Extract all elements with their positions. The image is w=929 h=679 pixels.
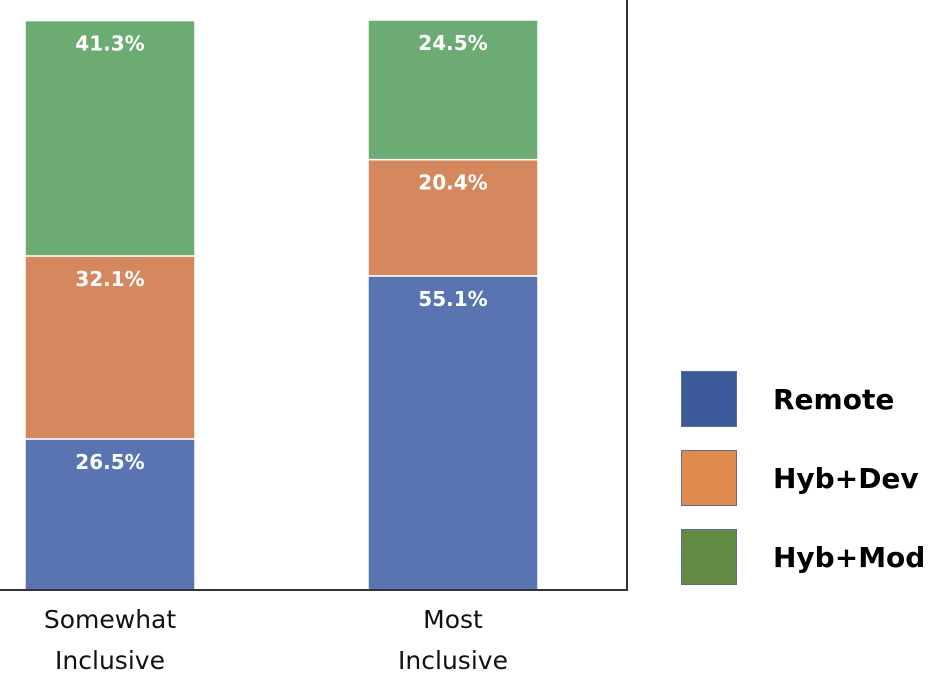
legend-swatch-remote [681,371,737,427]
bar-segment-remote-1 [367,275,539,591]
bar-value-label: 41.3% [75,32,144,56]
legend-label-remote: Remote [773,382,895,416]
category-label: Inclusive [55,646,165,675]
category-label: Most [423,605,483,634]
legend: Remote Hyb+Dev Hyb+Mod [681,370,926,607]
legend-label-hyb-mod: Hyb+Mod [773,540,926,574]
bar-segment-hyb-dev-1 [367,158,539,277]
legend-label-hyb-dev: Hyb+Dev [773,461,919,495]
legend-item-hyb-dev: Hyb+Dev [681,449,926,507]
bar-value-label: 20.4% [418,171,487,195]
legend-item-hyb-mod: Hyb+Mod [681,528,926,586]
bar-segment-remote-0 [24,438,196,591]
bar-value-label: 26.5% [75,450,144,474]
legend-swatch-hyb-dev [681,450,737,506]
category-label: Somewhat [44,605,177,634]
bars-group: 26.5% 32.1% 41.3% 55.1% 20.4% 24.5% [24,19,539,591]
bar-value-label: 32.1% [75,267,144,291]
category-labels: Somewhat Inclusive Most Inclusive [44,605,508,675]
bar-value-label: 55.1% [418,287,487,311]
legend-item-remote: Remote [681,370,926,428]
category-label: Inclusive [398,646,508,675]
legend-swatch-hyb-mod [681,529,737,585]
bar-segment-hyb-mod-1 [367,19,539,161]
bar-segment-hyb-mod-0 [24,19,196,257]
bar-value-label: 24.5% [418,31,487,55]
